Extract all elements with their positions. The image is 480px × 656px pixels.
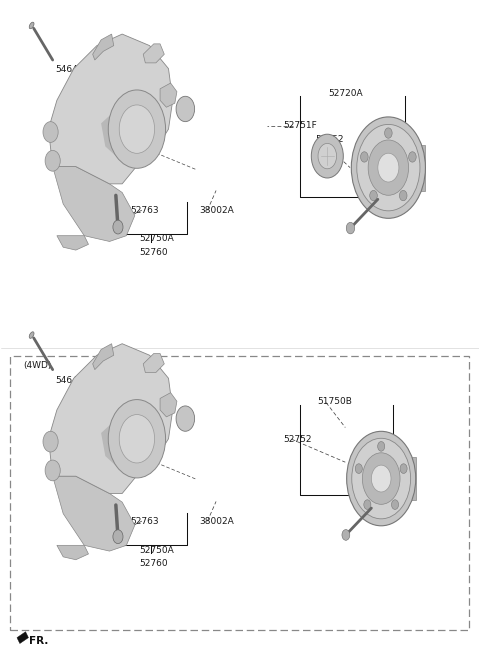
Circle shape: [108, 90, 166, 169]
Circle shape: [408, 152, 416, 162]
Polygon shape: [160, 83, 177, 107]
Polygon shape: [406, 457, 416, 500]
Text: 38002A: 38002A: [199, 517, 234, 525]
Text: 52751F: 52751F: [283, 121, 317, 130]
Text: 52763: 52763: [130, 206, 158, 215]
Polygon shape: [17, 632, 28, 644]
Circle shape: [360, 152, 368, 162]
Text: 52760: 52760: [140, 247, 168, 256]
Circle shape: [372, 465, 391, 492]
Polygon shape: [120, 94, 150, 129]
Circle shape: [113, 220, 123, 234]
Circle shape: [355, 464, 362, 474]
Circle shape: [392, 500, 398, 510]
Polygon shape: [48, 34, 173, 184]
Polygon shape: [93, 344, 114, 369]
Circle shape: [347, 432, 416, 526]
Polygon shape: [143, 354, 164, 373]
Circle shape: [342, 529, 350, 541]
Ellipse shape: [29, 22, 34, 29]
Text: 51750B: 51750B: [318, 397, 352, 406]
Circle shape: [351, 117, 425, 218]
Circle shape: [176, 406, 194, 431]
Text: FR.: FR.: [29, 636, 49, 646]
Polygon shape: [101, 410, 152, 468]
Text: 52752: 52752: [316, 135, 344, 144]
Text: 52750A: 52750A: [140, 546, 174, 555]
Text: 52752: 52752: [283, 435, 312, 443]
Polygon shape: [101, 100, 152, 158]
Circle shape: [312, 134, 343, 178]
Circle shape: [368, 140, 408, 195]
Circle shape: [352, 438, 410, 519]
Circle shape: [176, 96, 194, 121]
Polygon shape: [93, 34, 114, 60]
Polygon shape: [57, 545, 88, 560]
Text: 52763: 52763: [130, 517, 158, 525]
Circle shape: [108, 400, 166, 478]
Polygon shape: [415, 144, 425, 191]
Circle shape: [318, 144, 336, 169]
Bar: [10, 356, 469, 630]
Circle shape: [119, 105, 155, 154]
Text: 54645: 54645: [56, 65, 84, 74]
Polygon shape: [53, 476, 135, 551]
Circle shape: [378, 154, 399, 182]
Circle shape: [370, 190, 377, 201]
Circle shape: [400, 464, 407, 474]
Circle shape: [113, 530, 123, 544]
Circle shape: [362, 453, 400, 504]
Circle shape: [43, 431, 58, 452]
Circle shape: [119, 415, 155, 463]
Text: 52750A: 52750A: [140, 234, 174, 243]
Text: 38002A: 38002A: [199, 206, 234, 215]
Circle shape: [364, 500, 371, 510]
Text: 52760: 52760: [140, 559, 168, 568]
Circle shape: [45, 460, 60, 481]
Ellipse shape: [29, 332, 34, 338]
Circle shape: [43, 121, 58, 142]
Circle shape: [399, 190, 407, 201]
Polygon shape: [143, 44, 164, 63]
Circle shape: [384, 128, 392, 138]
Circle shape: [346, 222, 355, 234]
Text: 54645: 54645: [56, 376, 84, 385]
Polygon shape: [160, 393, 177, 417]
Polygon shape: [48, 344, 173, 493]
Polygon shape: [57, 236, 88, 250]
Polygon shape: [53, 167, 135, 241]
Circle shape: [378, 441, 385, 451]
Text: (4WD): (4WD): [24, 361, 52, 371]
Circle shape: [357, 125, 420, 211]
Text: 52720A: 52720A: [328, 89, 363, 98]
Circle shape: [45, 150, 60, 171]
Polygon shape: [120, 404, 150, 439]
